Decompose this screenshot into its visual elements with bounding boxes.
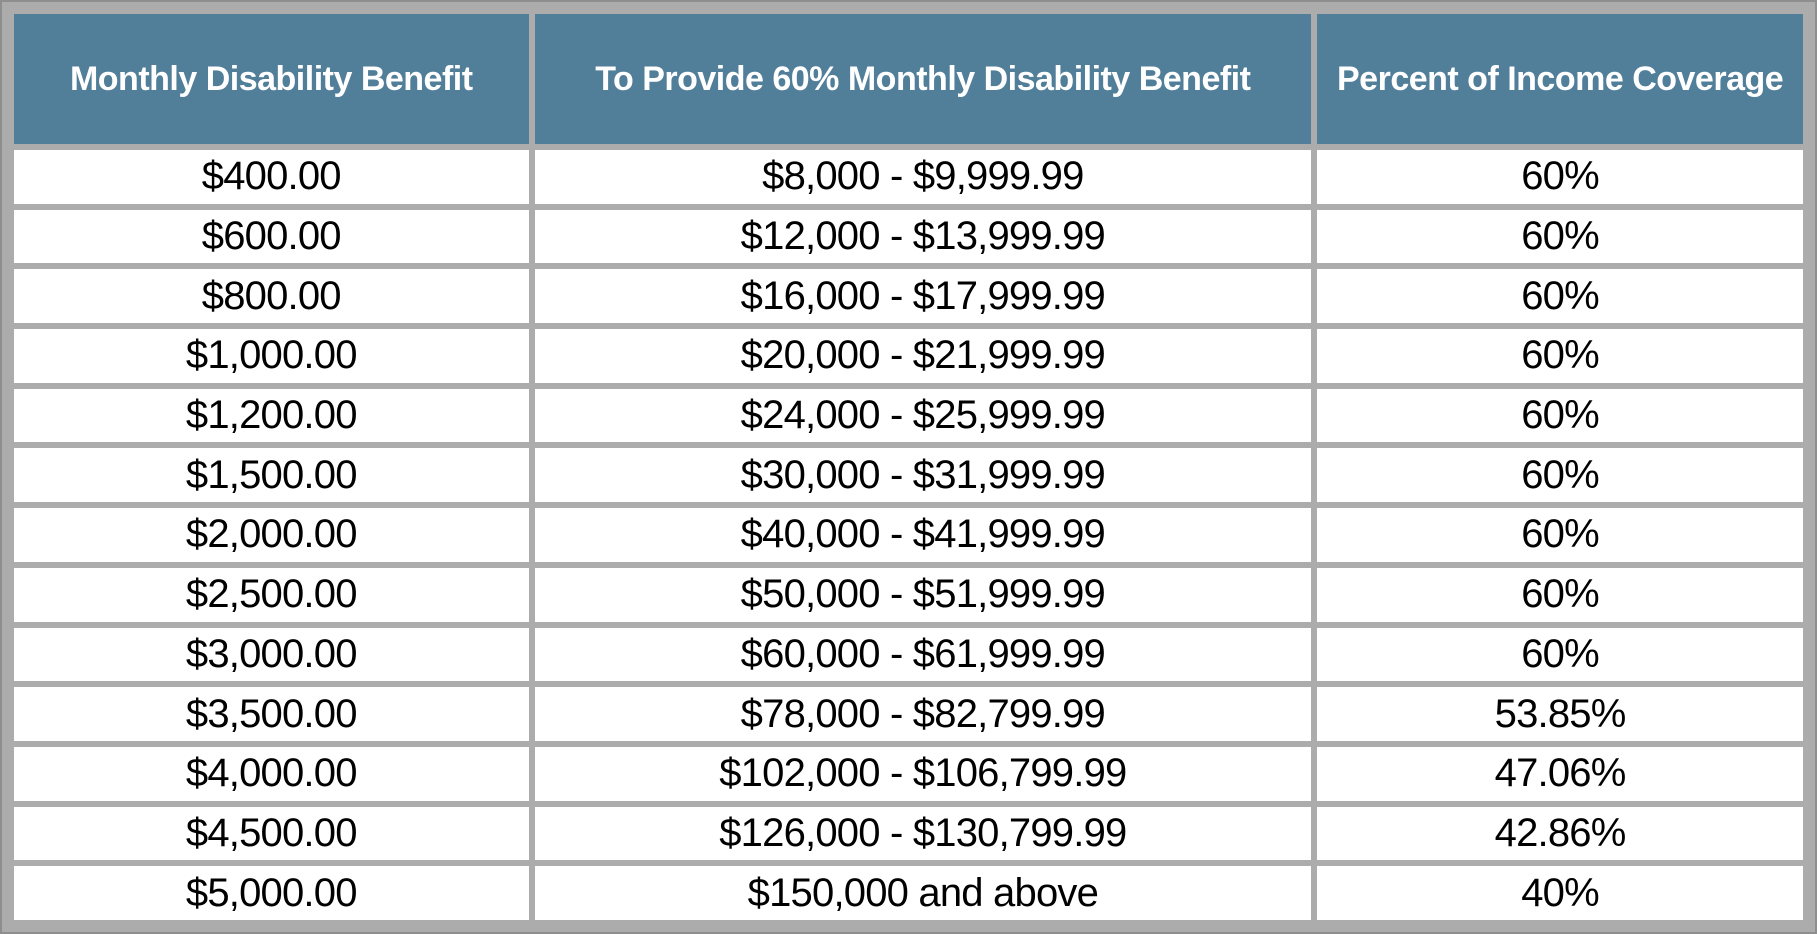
table-cell: $8,000 - $9,999.99 <box>528 144 1318 210</box>
table-cell: 60% <box>1311 561 1809 628</box>
table-cell: $1,200.00 <box>8 382 535 449</box>
table-cell: $60,000 - $61,999.99 <box>528 621 1318 688</box>
table-cell: $40,000 - $41,999.99 <box>528 502 1318 568</box>
table-row: $4,500.00 $126,000 - $130,799.99 42.86% <box>8 800 1809 867</box>
table-cell: 60% <box>1311 621 1809 688</box>
header-row: Monthly Disability Benefit To Provide 60… <box>8 8 1809 150</box>
table-cell: $2,000.00 <box>8 502 535 568</box>
table-row: $800.00 $16,000 - $17,999.99 60% <box>8 263 1809 330</box>
table-cell: $400.00 <box>8 144 535 210</box>
table-cell: $50,000 - $51,999.99 <box>528 561 1318 628</box>
table-row: $5,000.00 $150,000 and above 40% <box>8 860 1809 926</box>
table-cell: 47.06% <box>1311 740 1809 807</box>
table-cell: 60% <box>1311 502 1809 568</box>
table-row: $2,000.00 $40,000 - $41,999.99 60% <box>8 502 1809 568</box>
table-body: $400.00 $8,000 - $9,999.99 60% $600.00 $12,0… <box>8 144 1809 926</box>
table-cell: 53.85% <box>1311 681 1809 747</box>
table-cell: 60% <box>1311 442 1809 509</box>
disability-benefit-table: Monthly Disability Benefit To Provide 60… <box>8 8 1809 926</box>
table-row: $1,500.00 $30,000 - $31,999.99 60% <box>8 442 1809 509</box>
table-cell: $5,000.00 <box>8 860 535 926</box>
table-cell: $78,000 - $82,799.99 <box>528 681 1318 747</box>
table-cell: $1,000.00 <box>8 323 535 389</box>
column-header-monthly-disability-benefit: Monthly Disability Benefit <box>8 8 535 150</box>
table-row: $1,200.00 $24,000 - $25,999.99 60% <box>8 382 1809 449</box>
column-header-to-provide-60-percent: To Provide 60% Monthly Disability Benefi… <box>528 8 1318 150</box>
table-cell: $16,000 - $17,999.99 <box>528 263 1318 330</box>
table-cell: 60% <box>1311 144 1809 210</box>
table-cell: $20,000 - $21,999.99 <box>528 323 1318 389</box>
table-row: $3,500.00 $78,000 - $82,799.99 53.85% <box>8 681 1809 747</box>
column-header-percent-of-income-coverage: Percent of Income Coverage <box>1311 8 1809 150</box>
table-cell: 60% <box>1311 382 1809 449</box>
table-cell: $12,000 - $13,999.99 <box>528 203 1318 270</box>
table-cell: $2,500.00 <box>8 561 535 628</box>
table-row: $1,000.00 $20,000 - $21,999.99 60% <box>8 323 1809 389</box>
table-cell: $600.00 <box>8 203 535 270</box>
table-row: $4,000.00 $102,000 - $106,799.99 47.06% <box>8 740 1809 807</box>
table-cell: 60% <box>1311 323 1809 389</box>
table-cell: $3,500.00 <box>8 681 535 747</box>
table-cell: 60% <box>1311 203 1809 270</box>
table-cell: $30,000 - $31,999.99 <box>528 442 1318 509</box>
table-row: $3,000.00 $60,000 - $61,999.99 60% <box>8 621 1809 688</box>
table-cell: $800.00 <box>8 263 535 330</box>
table-cell: $150,000 and above <box>528 860 1318 926</box>
table-row: $2,500.00 $50,000 - $51,999.99 60% <box>8 561 1809 628</box>
table-row: $400.00 $8,000 - $9,999.99 60% <box>8 144 1809 210</box>
table-row: $600.00 $12,000 - $13,999.99 60% <box>8 203 1809 270</box>
table-cell: $4,000.00 <box>8 740 535 807</box>
table-cell: 40% <box>1311 860 1809 926</box>
table-cell: $4,500.00 <box>8 800 535 867</box>
table-cell: 60% <box>1311 263 1809 330</box>
table-cell: $126,000 - $130,799.99 <box>528 800 1318 867</box>
table-cell: $102,000 - $106,799.99 <box>528 740 1318 807</box>
table-cell: $3,000.00 <box>8 621 535 688</box>
table-cell: $1,500.00 <box>8 442 535 509</box>
table-cell: $24,000 - $25,999.99 <box>528 382 1318 449</box>
table-cell: 42.86% <box>1311 800 1809 867</box>
